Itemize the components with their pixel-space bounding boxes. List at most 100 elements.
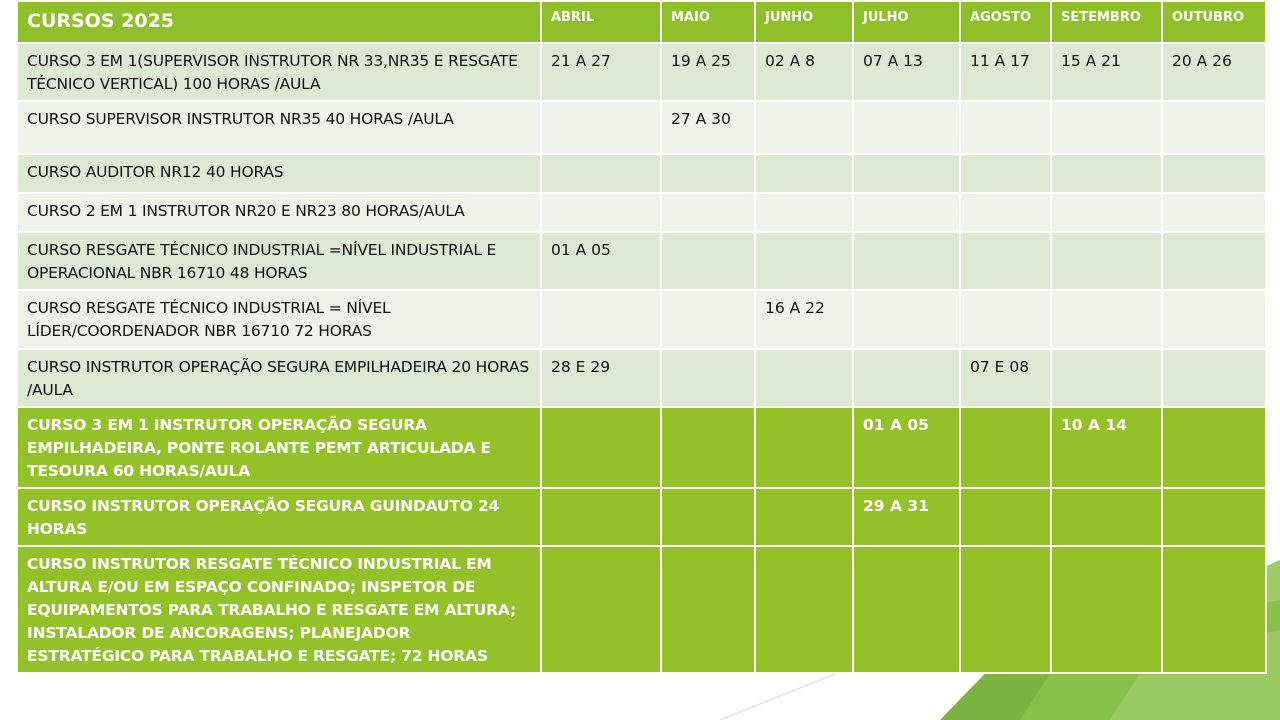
course-schedule-table: CURSOS 2025 ABRIL MAIO JUNHO JULHO AGOST…: [16, 0, 1267, 674]
date-cell: [852, 289, 961, 350]
date-cell: [754, 348, 854, 408]
date-cell: 28 E 29: [540, 348, 662, 408]
date-cell: 19 A 25: [660, 42, 756, 102]
month-header-outubro: OUTUBRO: [1161, 0, 1267, 44]
date-cell: [959, 487, 1052, 547]
course-name: CURSO INSTRUTOR OPERAÇÃO SEGURA GUINDAUT…: [16, 487, 542, 547]
date-cell: [959, 289, 1052, 350]
date-cell: [1161, 406, 1267, 489]
date-cell: [540, 487, 662, 547]
date-cell: [660, 192, 756, 233]
month-header-agosto: AGOSTO: [959, 0, 1052, 44]
date-cell: [754, 406, 854, 489]
date-cell: [959, 231, 1052, 291]
date-cell: [1050, 153, 1163, 194]
date-cell: 21 A 27: [540, 42, 662, 102]
date-cell: 27 A 30: [660, 100, 756, 155]
date-cell: [660, 153, 756, 194]
table-row: CURSO 2 EM 1 INSTRUTOR NR20 E NR23 80 HO…: [16, 192, 1267, 233]
date-cell: [852, 100, 961, 155]
table-row: CURSO RESGATE TÉCNICO INDUSTRIAL = NÍVEL…: [16, 289, 1267, 350]
date-cell: [959, 192, 1052, 233]
course-name: CURSO AUDITOR NR12 40 HORAS: [16, 153, 542, 194]
table-row: CURSO RESGATE TÉCNICO INDUSTRIAL =NÍVEL …: [16, 231, 1267, 291]
date-cell: 11 A 17: [959, 42, 1052, 102]
course-name: CURSO 3 EM 1(SUPERVISOR INSTRUTOR NR 33,…: [16, 42, 542, 102]
date-cell: [1050, 289, 1163, 350]
table-row: CURSO 3 EM 1 INSTRUTOR OPERAÇÃO SEGURA E…: [16, 406, 1267, 489]
date-cell: 10 A 14: [1050, 406, 1163, 489]
date-cell: [1161, 487, 1267, 547]
date-cell: [754, 231, 854, 291]
date-cell: [660, 348, 756, 408]
table-title: CURSOS 2025: [16, 0, 542, 44]
date-cell: [1161, 100, 1267, 155]
date-cell: [1161, 289, 1267, 350]
date-cell: [660, 289, 756, 350]
month-header-maio: MAIO: [660, 0, 756, 44]
date-cell: 01 A 05: [540, 231, 662, 291]
date-cell: [1161, 153, 1267, 194]
date-cell: [852, 231, 961, 291]
date-cell: [852, 153, 961, 194]
date-cell: 07 E 08: [959, 348, 1052, 408]
date-cell: [1050, 231, 1163, 291]
date-cell: [1161, 545, 1267, 674]
date-cell: 02 A 8: [754, 42, 854, 102]
table-row: CURSO 3 EM 1(SUPERVISOR INSTRUTOR NR 33,…: [16, 42, 1267, 102]
date-cell: [1050, 348, 1163, 408]
month-header-abril: ABRIL: [540, 0, 662, 44]
date-cell: [754, 545, 854, 674]
course-name: CURSO 3 EM 1 INSTRUTOR OPERAÇÃO SEGURA E…: [16, 406, 542, 489]
date-cell: [852, 348, 961, 408]
date-cell: [540, 192, 662, 233]
date-cell: 07 A 13: [852, 42, 961, 102]
date-cell: [660, 487, 756, 547]
date-cell: [1161, 231, 1267, 291]
date-cell: [540, 406, 662, 489]
date-cell: [1050, 100, 1163, 155]
course-name: CURSO RESGATE TÉCNICO INDUSTRIAL = NÍVEL…: [16, 289, 542, 350]
date-cell: [540, 100, 662, 155]
course-name: CURSO INSTRUTOR RESGATE TÉCNICO INDUSTRI…: [16, 545, 542, 674]
table-row: CURSO AUDITOR NR12 40 HORAS: [16, 153, 1267, 194]
table-row: CURSO SUPERVISOR INSTRUTOR NR35 40 HORAS…: [16, 100, 1267, 155]
date-cell: [1161, 192, 1267, 233]
date-cell: [540, 153, 662, 194]
course-name: CURSO 2 EM 1 INSTRUTOR NR20 E NR23 80 HO…: [16, 192, 542, 233]
date-cell: [754, 100, 854, 155]
course-name: CURSO RESGATE TÉCNICO INDUSTRIAL =NÍVEL …: [16, 231, 542, 291]
month-header-julho: JULHO: [852, 0, 961, 44]
date-cell: [754, 192, 854, 233]
date-cell: [540, 545, 662, 674]
date-cell: [1050, 487, 1163, 547]
date-cell: 16 A 22: [754, 289, 854, 350]
course-name: CURSO INSTRUTOR OPERAÇÃO SEGURA EMPILHAD…: [16, 348, 542, 408]
date-cell: [852, 192, 961, 233]
date-cell: [660, 231, 756, 291]
date-cell: 15 A 21: [1050, 42, 1163, 102]
date-cell: [959, 100, 1052, 155]
date-cell: [660, 545, 756, 674]
date-cell: 20 A 26: [1161, 42, 1267, 102]
date-cell: [1161, 348, 1267, 408]
date-cell: [959, 153, 1052, 194]
date-cell: [852, 545, 961, 674]
date-cell: 01 A 05: [852, 406, 961, 489]
date-cell: 29 A 31: [852, 487, 961, 547]
table-row: CURSO INSTRUTOR RESGATE TÉCNICO INDUSTRI…: [16, 545, 1267, 674]
date-cell: [1050, 192, 1163, 233]
date-cell: [540, 289, 662, 350]
date-cell: [660, 406, 756, 489]
date-cell: [959, 406, 1052, 489]
date-cell: [754, 153, 854, 194]
course-name: CURSO SUPERVISOR INSTRUTOR NR35 40 HORAS…: [16, 100, 542, 155]
month-header-junho: JUNHO: [754, 0, 854, 44]
table-row: CURSO INSTRUTOR OPERAÇÃO SEGURA GUINDAUT…: [16, 487, 1267, 547]
date-cell: [754, 487, 854, 547]
date-cell: [1050, 545, 1163, 674]
date-cell: [959, 545, 1052, 674]
table-row: CURSO INSTRUTOR OPERAÇÃO SEGURA EMPILHAD…: [16, 348, 1267, 408]
header-row: CURSOS 2025 ABRIL MAIO JUNHO JULHO AGOST…: [16, 0, 1267, 44]
